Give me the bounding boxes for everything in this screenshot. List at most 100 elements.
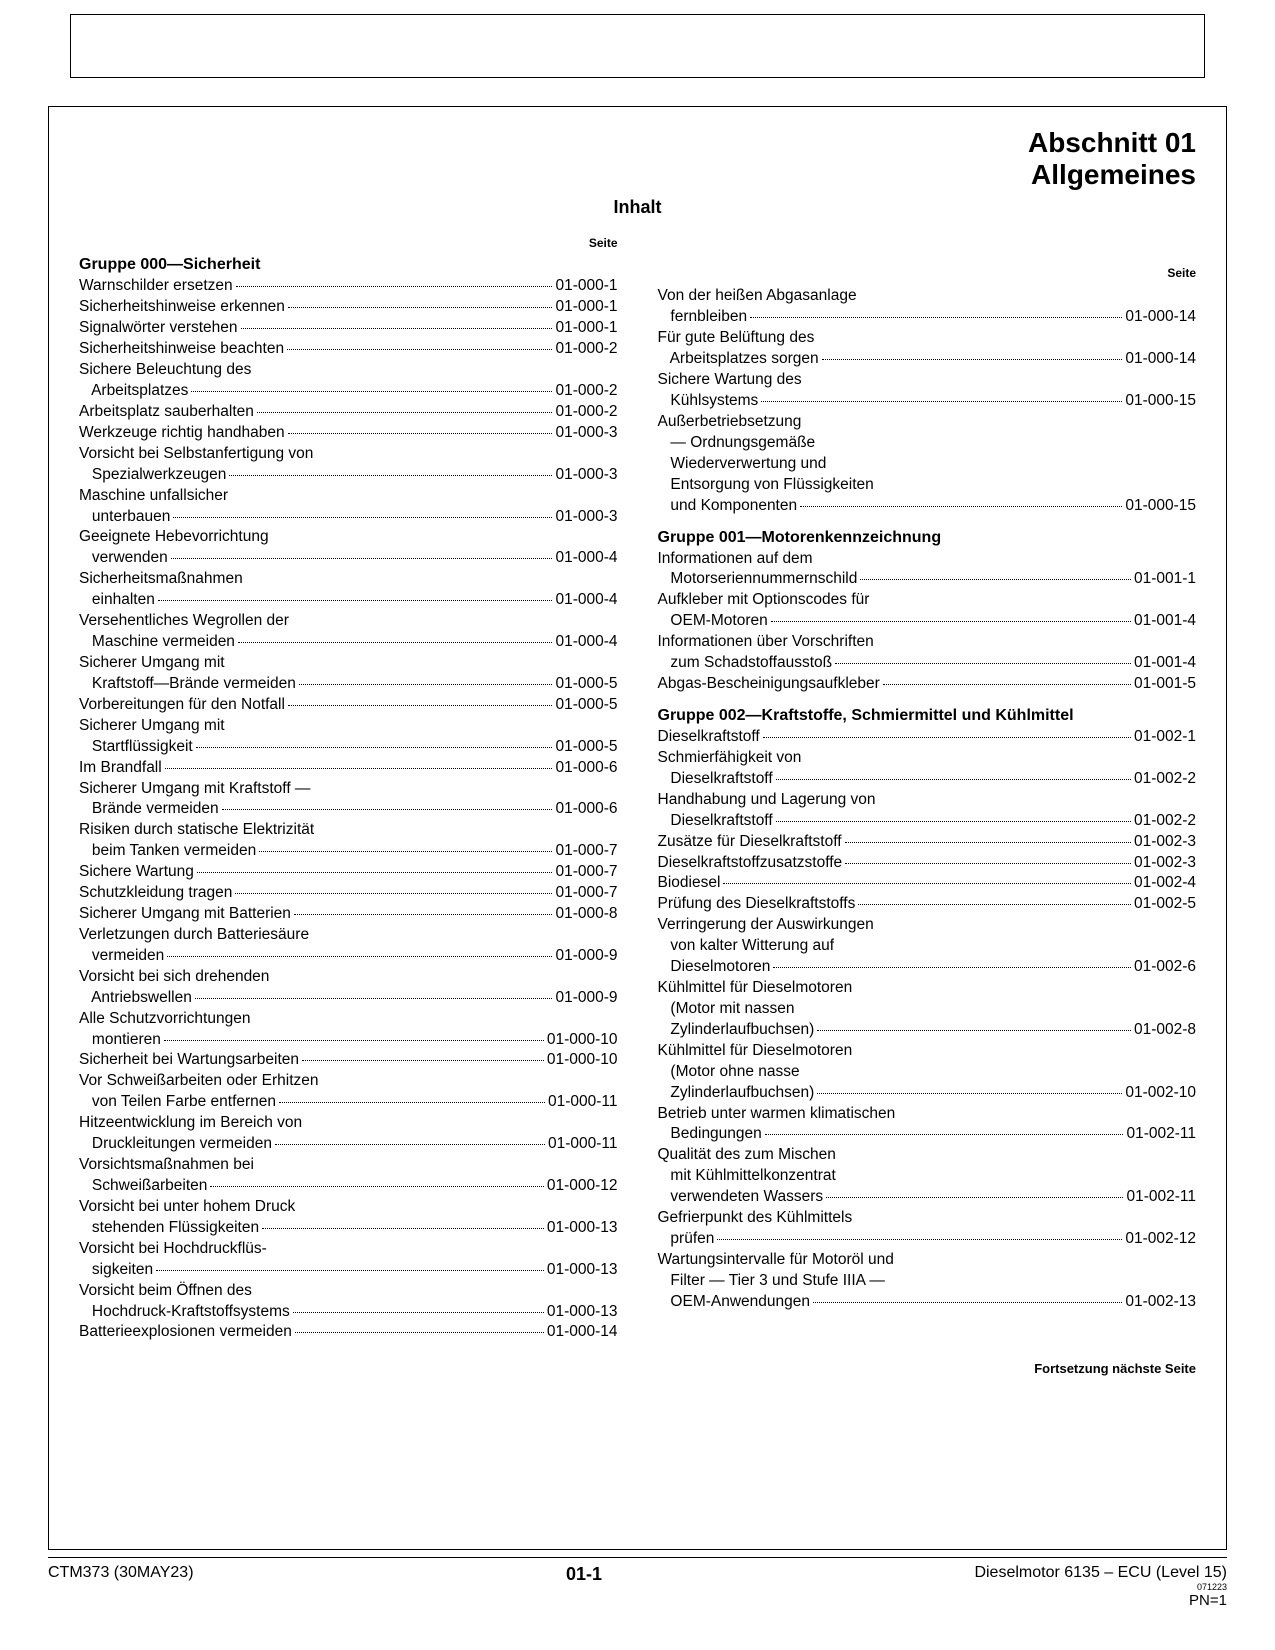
toc-entry-page: 01-000-4 xyxy=(555,632,617,653)
toc-entry-label: stehenden Flüssigkeiten xyxy=(79,1218,259,1239)
toc-entry-page: 01-001-4 xyxy=(1134,653,1196,674)
toc-entry-continuation: Geeignete Hebevorrichtung xyxy=(79,527,618,548)
toc-entry-label: Abgas-Bescheinigungsaufkleber xyxy=(658,674,880,695)
toc-leader-dots xyxy=(262,1228,544,1229)
toc-entry-continuation: Vorsicht beim Öffnen des xyxy=(79,1281,618,1302)
toc-entry-page: 01-002-3 xyxy=(1134,853,1196,874)
toc-entry-continuation: Hitzeentwicklung im Bereich von xyxy=(79,1113,618,1134)
toc-entry-continuation: Vor Schweißarbeiten oder Erhitzen xyxy=(79,1071,618,1092)
toc-entry: Spezialwerkzeugen01-000-3 xyxy=(79,465,618,486)
toc-entry-page: 01-000-14 xyxy=(1125,349,1196,370)
toc-leader-dots xyxy=(222,809,553,810)
toc-leader-dots xyxy=(294,914,553,915)
toc-leader-dots xyxy=(295,1332,544,1333)
toc-leader-dots xyxy=(279,1102,545,1103)
toc-entry-continuation: Sicherheitsmaßnahmen xyxy=(79,569,618,590)
toc-entry: beim Tanken vermeiden 01-000-7 xyxy=(79,841,618,862)
toc-leader-dots xyxy=(717,1239,1122,1240)
toc-leader-dots xyxy=(763,737,1131,738)
footer-right: Dieselmotor 6135 – ECU (Level 15) 071223… xyxy=(974,1564,1227,1610)
toc-entry-page: 01-000-3 xyxy=(555,507,617,528)
toc-entry-label: beim Tanken vermeiden xyxy=(79,841,256,862)
toc-entry: unterbauen01-000-3 xyxy=(79,507,618,528)
toc-entry-continuation: Handhabung und Lagerung von xyxy=(658,790,1197,811)
toc-leader-dots xyxy=(765,1134,1124,1135)
toc-entry: prüfen01-002-12 xyxy=(658,1229,1197,1250)
toc-entry-page: 01-000-14 xyxy=(1125,307,1196,328)
toc-entry-page: 01-000-2 xyxy=(555,381,617,402)
toc-entry-page: 01-001-4 xyxy=(1134,611,1196,632)
toc-entry-continuation: Vorsicht bei Selbstanfertigung von xyxy=(79,444,618,465)
toc-entry-continuation: Maschine unfallsicher xyxy=(79,486,618,507)
toc-entry-continuation: Wiederverwertung und xyxy=(658,454,1197,475)
toc-entry-continuation: (Motor mit nassen xyxy=(658,999,1197,1020)
footer-doc-title: Dieselmotor 6135 – ECU (Level 15) xyxy=(974,1564,1227,1581)
toc-entry-label: Zusätze für Dieselkraftstoff xyxy=(658,832,842,853)
toc-entry-page: 01-002-1 xyxy=(1134,727,1196,748)
toc-entry-page: 01-002-3 xyxy=(1134,832,1196,853)
toc-entry-page: 01-000-7 xyxy=(555,883,617,904)
group-title: Gruppe 001—Motorenkennzeichnung xyxy=(658,529,1197,547)
toc-entry-label: Arbeitsplatz sauberhalten xyxy=(79,402,254,423)
toc-leader-dots xyxy=(164,1040,544,1041)
toc-entry: Sicherheitshinweise erkennen 01-000-1 xyxy=(79,297,618,318)
toc-entry-page: 01-002-11 xyxy=(1126,1124,1196,1145)
toc-entry-label: Sicherheitshinweise erkennen xyxy=(79,297,285,318)
toc-leader-dots xyxy=(259,851,552,852)
toc-entry-continuation: Für gute Belüftung des xyxy=(658,328,1197,349)
contents-heading: Inhalt xyxy=(79,197,1196,218)
toc-entry: Maschine vermeiden 01-000-4 xyxy=(79,632,618,653)
toc-entry-page: 01-000-7 xyxy=(555,841,617,862)
toc-entry-page: 01-000-12 xyxy=(547,1176,618,1197)
toc-entry: Batterieexplosionen vermeiden01-000-14 xyxy=(79,1322,618,1343)
toc-entry-continuation: Verletzungen durch Batteriesäure xyxy=(79,925,618,946)
toc-entry-label: Arbeitsplatzes xyxy=(79,381,188,402)
toc-leader-dots xyxy=(288,307,553,308)
toc-entry-label: Werkzeuge richtig handhaben xyxy=(79,423,285,444)
toc-leader-dots xyxy=(210,1186,543,1187)
toc-right-column: Seite Von der heißen Abgasanlage fernble… xyxy=(658,236,1197,1343)
toc-leader-dots xyxy=(196,747,553,748)
toc-entry: fernbleiben01-000-14 xyxy=(658,307,1197,328)
toc-entry-label: von Teilen Farbe entfernen xyxy=(79,1092,276,1113)
content-frame: Abschnitt 01 Allgemeines Inhalt Seite Gr… xyxy=(48,106,1227,1550)
toc-entry-label: Zylinderlaufbuchsen) xyxy=(658,1083,815,1104)
toc-entry-label: OEM-Motoren xyxy=(658,611,768,632)
toc-leader-dots xyxy=(229,475,552,476)
toc-entry-continuation: Vorsichtsmaßnahmen bei xyxy=(79,1155,618,1176)
toc-entry-page: 01-002-2 xyxy=(1134,811,1196,832)
toc-entry: Dieselkraftstoff01-002-2 xyxy=(658,769,1197,790)
toc-entry-label: Kühlsystems xyxy=(658,391,759,412)
toc-entry: zum Schadstoffausstoß01-001-4 xyxy=(658,653,1197,674)
toc-entry-continuation: Schmierfähigkeit von xyxy=(658,748,1197,769)
toc-entry-label: Schutzkleidung tragen xyxy=(79,883,232,904)
toc-entry-label: Motorseriennummernschild xyxy=(658,569,858,590)
toc-leader-dots xyxy=(165,768,553,769)
toc-entry-page: 01-000-5 xyxy=(555,674,617,695)
toc-entry-page: 01-002-12 xyxy=(1125,1229,1196,1250)
toc-entry-page: 01-000-6 xyxy=(555,799,617,820)
toc-entry-page: 01-000-10 xyxy=(547,1050,618,1071)
toc-entry-label: Vorbereitungen für den Notfall xyxy=(79,695,285,716)
toc-leader-dots xyxy=(771,621,1131,622)
toc-leader-dots xyxy=(293,1312,544,1313)
toc-entry: Warnschilder ersetzen01-000-1 xyxy=(79,276,618,297)
toc-entry-label: Druckleitungen vermeiden xyxy=(79,1134,272,1155)
toc-entry-label: verwenden xyxy=(79,548,168,569)
toc-leader-dots xyxy=(156,1270,544,1271)
toc-leader-dots xyxy=(275,1144,545,1145)
toc-entry-page: 01-000-1 xyxy=(555,318,617,339)
toc-entry-page: 01-001-1 xyxy=(1134,569,1196,590)
toc-entry-label: einhalten xyxy=(79,590,155,611)
toc-entry-label: Maschine vermeiden xyxy=(79,632,235,653)
toc-leader-dots xyxy=(813,1302,1122,1303)
toc-entry-label: montieren xyxy=(79,1030,161,1051)
footer-page-number: 01-1 xyxy=(566,1564,602,1585)
toc-leader-dots xyxy=(860,579,1131,580)
toc-entry-page: 01-000-1 xyxy=(555,297,617,318)
toc-leader-dots xyxy=(235,893,552,894)
toc-entry: Dieselmotoren01-002-6 xyxy=(658,957,1197,978)
toc-entry: Kühlsystems01-000-15 xyxy=(658,391,1197,412)
toc-entry-page: 01-002-11 xyxy=(1126,1187,1196,1208)
toc-leader-dots xyxy=(241,328,553,329)
